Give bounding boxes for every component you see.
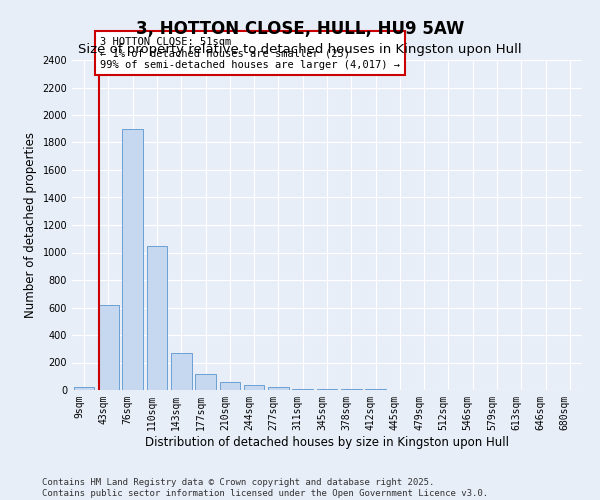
Y-axis label: Number of detached properties: Number of detached properties	[24, 132, 37, 318]
Text: Contains HM Land Registry data © Crown copyright and database right 2025.
Contai: Contains HM Land Registry data © Crown c…	[42, 478, 488, 498]
Bar	[171, 353, 191, 390]
Bar	[195, 374, 216, 390]
Bar	[98, 304, 119, 390]
Bar	[122, 128, 143, 390]
X-axis label: Distribution of detached houses by size in Kingston upon Hull: Distribution of detached houses by size …	[145, 436, 509, 448]
Text: Size of property relative to detached houses in Kingston upon Hull: Size of property relative to detached ho…	[78, 42, 522, 56]
Bar	[146, 246, 167, 390]
Bar	[74, 386, 94, 390]
Bar	[220, 382, 240, 390]
Bar	[268, 387, 289, 390]
Bar	[292, 388, 313, 390]
Text: 3, HOTTON CLOSE, HULL, HU9 5AW: 3, HOTTON CLOSE, HULL, HU9 5AW	[136, 20, 464, 38]
Text: 3 HOTTON CLOSE: 51sqm
← 1% of detached houses are smaller (25)
99% of semi-detac: 3 HOTTON CLOSE: 51sqm ← 1% of detached h…	[100, 36, 400, 70]
Bar	[244, 385, 265, 390]
